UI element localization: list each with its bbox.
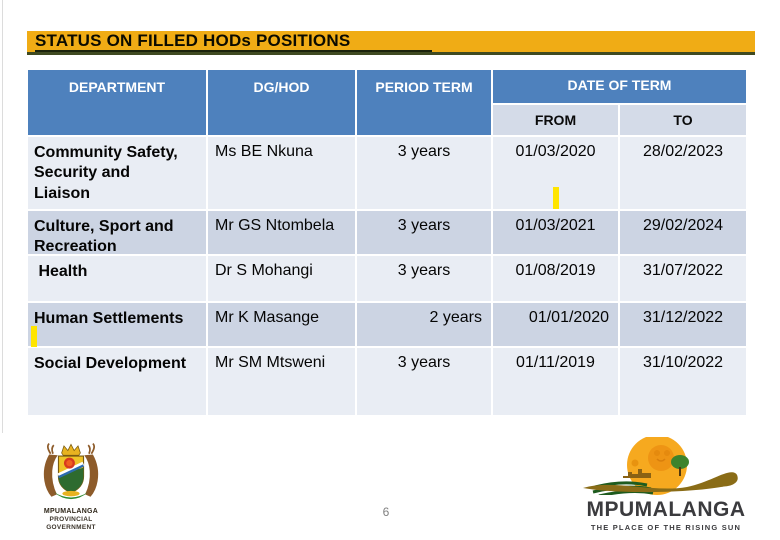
page-title: STATUS ON FILLED HODs POSITIONS	[35, 32, 433, 52]
status-table: DEPARTMENT DG/HOD PERIOD TERM DATE OF TE…	[28, 70, 746, 415]
header-to: TO	[620, 105, 746, 135]
title-bar: STATUS ON FILLED HODs POSITIONS	[27, 31, 755, 55]
header-department: DEPARTMENT	[28, 70, 206, 135]
cell-r4-to: 31/12/2022	[620, 303, 746, 346]
cell-r4-department: Human Settlements	[28, 303, 206, 346]
crest-text-line1: MPUMALANGA	[43, 508, 99, 515]
text-cursor-mark-row4	[31, 326, 37, 347]
mpumalanga-logo-name: MPUMALANGA	[586, 498, 746, 521]
cell-r3-department: Health	[28, 256, 206, 301]
cell-r4-period: 2 years	[357, 303, 491, 346]
crest-text-line3: GOVERNMENT	[46, 523, 96, 531]
cell-r1-dg-hod: Ms BE Nkuna	[208, 137, 355, 209]
cell-r2-from: 01/03/2021	[493, 211, 618, 254]
cell-r4-dg-hod: Mr K Masange	[208, 303, 355, 346]
cell-r5-dg-hod: Mr SM Mtsweni	[208, 348, 355, 415]
crest-text-line2: PROVINCIAL	[49, 516, 93, 524]
cell-r5-to: 31/10/2022	[620, 348, 746, 415]
cell-r5-period: 3 years	[357, 348, 491, 415]
header-from: FROM	[493, 105, 618, 135]
cell-r5-department: Social Development	[28, 348, 206, 415]
cell-r2-department: Culture, Sport and Recreation	[28, 211, 206, 255]
cell-r3-period: 3 years	[357, 256, 491, 301]
slide-edge-line	[2, 0, 3, 433]
header-dg-hod: DG/HOD	[208, 70, 355, 135]
text-cursor-mark-row1	[553, 187, 559, 209]
cell-r2-to: 29/02/2024	[620, 211, 746, 254]
mpumalanga-logo-tagline: THE PLACE OF THE RISING SUN	[590, 523, 742, 532]
header-period-term: PERIOD TERM	[357, 70, 491, 135]
cell-r2-dg-hod: Mr GS Ntombela	[208, 211, 355, 254]
cell-r4-from: 01/01/2020	[493, 303, 618, 346]
cell-r1-period: 3 years	[357, 137, 491, 209]
cell-r3-to: 31/07/2022	[620, 256, 746, 301]
header-date-of-term: DATE OF TERM	[493, 70, 746, 103]
cell-r2-period: 3 years	[357, 211, 491, 254]
cell-r1-to: 28/02/2023	[620, 137, 746, 209]
rising-sun-icon	[583, 435, 738, 498]
page-number: 6	[382, 505, 390, 519]
cell-r5-from: 01/11/2019	[493, 348, 618, 415]
coat-of-arms-icon	[43, 442, 99, 500]
cell-r3-from: 01/08/2019	[493, 256, 618, 301]
cell-r1-department: Community Safety, Security and Liaison	[28, 137, 206, 209]
cell-r3-dg-hod: Dr S Mohangi	[208, 256, 355, 301]
mpumalanga-tourism-logo: MPUMALANGA THE PLACE OF THE RISING SUN	[583, 435, 749, 532]
provincial-government-crest-logo: MPUMALANGA PROVINCIAL GOVERNMENT	[31, 442, 111, 531]
